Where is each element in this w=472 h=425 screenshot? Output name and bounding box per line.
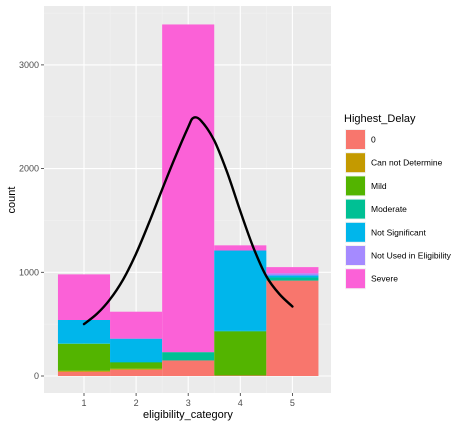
bar-segment [110,369,163,376]
bar-segment [214,375,267,376]
bar-segment [214,330,267,332]
x-axis-ticks: 1 2 3 4 5 [81,393,295,408]
bar-segment [162,24,215,353]
bar-segment [57,320,111,344]
x-axis-title: eligibility_category [143,409,233,421]
bar-segment [162,360,215,376]
bar-segment [110,362,163,363]
bar-segment [266,273,319,276]
x-tick-label: 5 [290,398,295,408]
legend-swatch [346,269,365,289]
y-tick-label: 3000 [19,60,39,70]
bar-segment [266,275,319,278]
x-tick-label: 2 [134,398,139,408]
legend-swatch [346,246,365,265]
legend-label: Mild [371,181,387,191]
bar-segment [266,277,319,281]
bars [57,24,319,376]
bar-segment [57,343,111,344]
y-axis-title: count [6,187,18,214]
legend-label: Can not Determine [371,158,443,168]
legend-label: Moderate [371,204,407,214]
legend-title: Highest_Delay [344,113,416,125]
y-tick-label: 0 [34,371,39,381]
bar-segment [57,370,111,372]
x-tick-label: 3 [186,398,191,408]
legend: Highest_Delay 0 Can not Determine Mild Mode… [344,113,452,290]
y-tick-label: 1000 [19,267,39,277]
bar-segment [110,362,163,369]
y-axis-ticks: 0 1000 2000 3000 [19,60,44,381]
legend-label: Not Used in Eligibility [371,251,452,261]
bar-segment [266,267,319,274]
legend-label: 0 [371,135,376,145]
legend-label: Severe [371,274,398,284]
bar-segment [214,250,267,331]
y-tick-label: 2000 [19,164,39,174]
bar-segment [214,245,267,251]
bar-segment [57,274,111,321]
bar-segment [57,343,111,371]
x-tick-label: 1 [81,398,86,408]
x-tick-label: 4 [238,398,243,408]
bar-segment [110,338,163,363]
legend-label: Not Significant [371,227,426,237]
legend-swatch [346,176,365,196]
bar-segment [266,280,319,376]
bar-segment [57,371,111,376]
bar-segment [162,352,215,361]
legend-swatch [346,130,365,149]
bar-segment [110,368,163,370]
density-curve [82,116,294,326]
legend-swatch [346,222,365,242]
legend-swatch [346,153,365,173]
legend-swatch [346,199,365,219]
bar-segment [214,331,267,376]
bar-segment [110,311,163,339]
